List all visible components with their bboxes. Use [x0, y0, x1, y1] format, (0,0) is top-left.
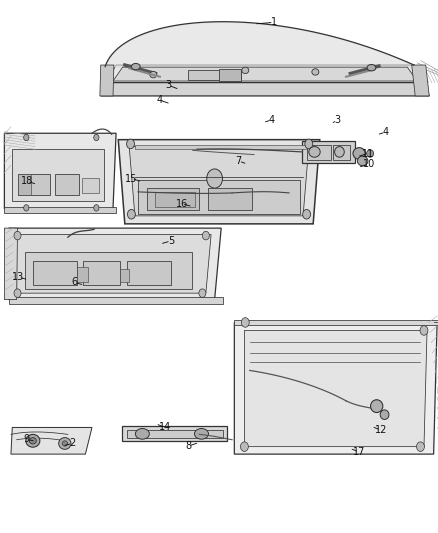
Bar — [9, 297, 223, 304]
Ellipse shape — [420, 326, 428, 335]
Bar — [234, 320, 438, 325]
Ellipse shape — [150, 71, 157, 78]
Bar — [127, 261, 171, 285]
Bar — [83, 261, 120, 285]
Polygon shape — [244, 330, 427, 447]
Text: 10: 10 — [363, 159, 375, 169]
Text: 16: 16 — [176, 199, 188, 208]
Ellipse shape — [380, 410, 389, 419]
Ellipse shape — [309, 147, 320, 157]
Polygon shape — [234, 322, 437, 454]
Text: 4: 4 — [268, 115, 275, 125]
Text: 4: 4 — [382, 127, 389, 137]
Text: 1: 1 — [271, 18, 277, 27]
Text: 7: 7 — [236, 156, 242, 166]
Ellipse shape — [24, 205, 29, 211]
Polygon shape — [100, 65, 114, 96]
Polygon shape — [101, 83, 429, 96]
Ellipse shape — [335, 147, 344, 157]
Ellipse shape — [202, 231, 209, 240]
Ellipse shape — [240, 442, 248, 451]
Text: 17: 17 — [353, 447, 365, 457]
Ellipse shape — [199, 289, 206, 297]
Ellipse shape — [14, 289, 21, 297]
Text: 6: 6 — [71, 278, 78, 287]
Ellipse shape — [367, 64, 376, 71]
Text: 5: 5 — [168, 236, 174, 246]
Ellipse shape — [194, 429, 208, 439]
Ellipse shape — [131, 63, 140, 70]
Ellipse shape — [29, 438, 36, 444]
Bar — [147, 188, 199, 210]
Text: 11: 11 — [362, 149, 374, 158]
Bar — [25, 252, 192, 289]
Bar — [122, 426, 227, 441]
Bar — [82, 178, 99, 193]
Bar — [77, 266, 88, 282]
Bar — [219, 69, 241, 81]
Ellipse shape — [242, 67, 249, 74]
Bar — [127, 430, 223, 438]
Bar — [188, 70, 241, 80]
Ellipse shape — [127, 209, 135, 219]
Bar — [135, 145, 309, 149]
Ellipse shape — [94, 134, 99, 141]
Text: 13: 13 — [12, 272, 25, 282]
Bar — [120, 269, 129, 282]
Bar — [138, 180, 300, 214]
Bar — [33, 261, 77, 285]
Ellipse shape — [127, 139, 134, 149]
Ellipse shape — [62, 441, 67, 446]
Bar — [12, 149, 104, 201]
Ellipse shape — [353, 148, 365, 159]
Bar — [55, 174, 79, 195]
Ellipse shape — [312, 69, 319, 75]
Ellipse shape — [305, 139, 313, 149]
Polygon shape — [105, 65, 425, 83]
Polygon shape — [113, 67, 417, 81]
Bar — [4, 207, 116, 213]
Text: 4: 4 — [157, 95, 163, 105]
Text: 3: 3 — [334, 116, 340, 125]
Bar — [18, 174, 31, 195]
Ellipse shape — [24, 134, 29, 141]
Polygon shape — [17, 235, 211, 293]
Text: 18: 18 — [21, 176, 33, 186]
Bar — [307, 145, 331, 160]
Bar — [155, 192, 195, 207]
Text: 2: 2 — [69, 439, 75, 448]
Ellipse shape — [417, 442, 424, 451]
Ellipse shape — [94, 205, 99, 211]
Polygon shape — [4, 133, 116, 209]
Bar — [302, 141, 355, 163]
Text: 9: 9 — [23, 434, 29, 444]
Ellipse shape — [26, 434, 40, 447]
Polygon shape — [412, 65, 429, 96]
Ellipse shape — [59, 438, 71, 449]
Polygon shape — [9, 228, 221, 300]
Text: 3: 3 — [166, 80, 172, 90]
Ellipse shape — [14, 231, 21, 240]
Bar — [208, 188, 252, 210]
Ellipse shape — [135, 429, 149, 439]
Bar — [18, 174, 50, 195]
Ellipse shape — [303, 209, 311, 219]
Polygon shape — [11, 427, 92, 454]
Polygon shape — [129, 147, 309, 216]
Text: 8: 8 — [185, 441, 191, 451]
Ellipse shape — [367, 150, 374, 157]
Text: 12: 12 — [375, 425, 387, 435]
Text: 14: 14 — [159, 423, 172, 432]
Ellipse shape — [357, 156, 368, 166]
Polygon shape — [118, 140, 320, 224]
Text: 15: 15 — [125, 174, 138, 183]
Ellipse shape — [241, 318, 249, 327]
Bar — [333, 145, 350, 160]
Ellipse shape — [207, 169, 223, 188]
Polygon shape — [4, 228, 18, 300]
Ellipse shape — [371, 400, 383, 413]
